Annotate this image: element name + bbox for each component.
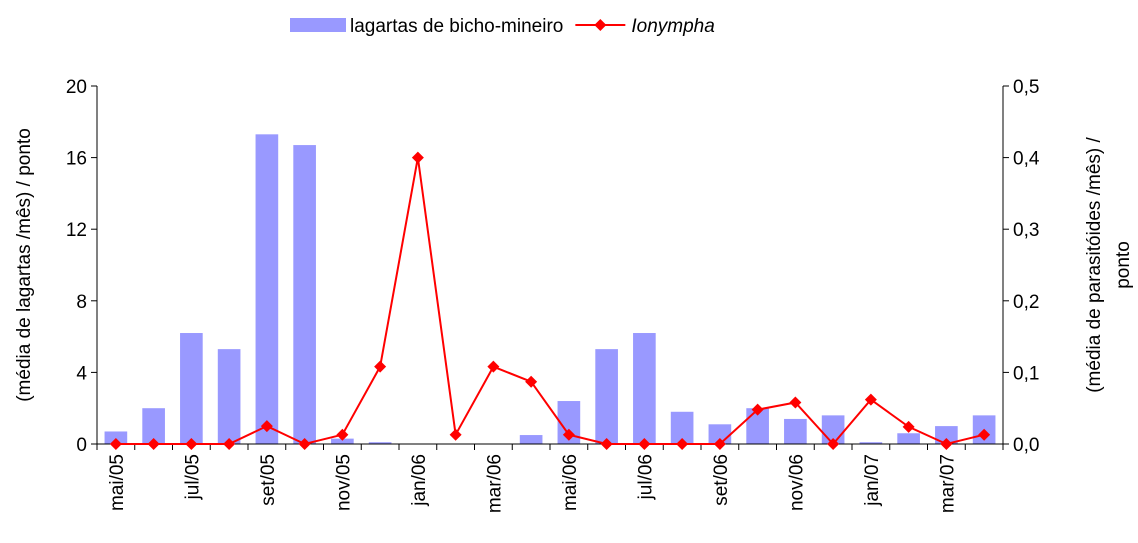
- bar: [557, 401, 581, 444]
- marker: [940, 438, 953, 450]
- bar: [142, 408, 165, 444]
- bar: [104, 431, 128, 444]
- y-tick-label: 0: [76, 435, 87, 456]
- marker: [864, 393, 877, 406]
- x-tick-label: nov/05: [333, 454, 354, 511]
- marker: [487, 360, 500, 373]
- line: [115, 157, 985, 446]
- y-axis-label: (média de lagartas /mês) / ponto: [14, 128, 35, 402]
- marker: [638, 438, 651, 450]
- legend: lagartas de bicho-mineiro Ionympha: [290, 16, 715, 37]
- bar: [217, 349, 241, 444]
- y-tick-label: 4: [76, 363, 87, 384]
- x-tick-label: mai/05: [107, 454, 128, 511]
- x-tick-label: set/06: [711, 454, 732, 506]
- marker: [789, 396, 802, 409]
- y2-axis-label: ponto: [1113, 241, 1134, 289]
- bar: [935, 426, 958, 444]
- bar: [293, 145, 316, 444]
- marker: [525, 375, 538, 388]
- y2-tick-label: 0,4: [1013, 149, 1040, 170]
- marker: [336, 428, 349, 441]
- marker: [411, 151, 424, 164]
- x-tick-label: jul/06: [635, 454, 656, 500]
- x-tick-label: jan/07: [862, 454, 883, 507]
- bar: [331, 438, 354, 444]
- x-tick-label: jan/06: [409, 454, 430, 507]
- bar: [670, 411, 694, 444]
- y-tick-label: 8: [76, 292, 87, 313]
- marker: [147, 438, 160, 450]
- bar: [897, 433, 920, 444]
- y-tick-label: 12: [66, 220, 87, 241]
- marker: [751, 403, 764, 416]
- marker: [713, 438, 726, 450]
- x-tick-label: mar/06: [484, 454, 505, 513]
- y2-tick-label: 0,1: [1013, 363, 1039, 384]
- y2-tick-label: 0,3: [1013, 220, 1039, 241]
- bar: [746, 408, 769, 444]
- y-tick-label: 16: [66, 149, 87, 170]
- x-tick-label: mar/07: [937, 454, 958, 513]
- x-tick-label: set/05: [258, 454, 279, 506]
- bar: [519, 435, 543, 444]
- marker: [109, 438, 122, 450]
- y2-tick-label: 0,0: [1013, 435, 1039, 456]
- marker: [260, 420, 273, 433]
- marker: [978, 428, 991, 441]
- bar: [859, 442, 883, 444]
- marker: [902, 420, 915, 433]
- legend-label: Ionympha: [631, 16, 714, 37]
- bar: [368, 442, 392, 444]
- marker: [223, 438, 236, 450]
- marker: [449, 428, 462, 441]
- y2-tick-label: 0,2: [1013, 292, 1039, 313]
- legend-label: lagartas de bicho-mineiro: [350, 16, 563, 37]
- bar: [633, 333, 656, 444]
- bar: [255, 134, 279, 444]
- legend-swatch: [290, 18, 346, 32]
- y-tick-label: 20: [66, 77, 87, 98]
- x-tick-label: nov/06: [786, 454, 807, 511]
- marker: [298, 438, 311, 450]
- legend-marker: [594, 19, 607, 31]
- marker: [374, 360, 387, 373]
- x-tick-label: jul/05: [182, 454, 203, 500]
- marker: [600, 438, 613, 450]
- bar: [595, 349, 618, 444]
- marker: [827, 438, 840, 450]
- marker: [185, 438, 198, 450]
- bar: [784, 418, 807, 444]
- bar: [180, 333, 203, 444]
- y2-tick-label: 0,5: [1013, 77, 1039, 98]
- y2-axis-label: (média de parasitóides /mês) /: [1084, 137, 1105, 393]
- marker: [562, 428, 575, 441]
- marker: [676, 438, 689, 450]
- x-tick-label: mai/06: [560, 454, 581, 511]
